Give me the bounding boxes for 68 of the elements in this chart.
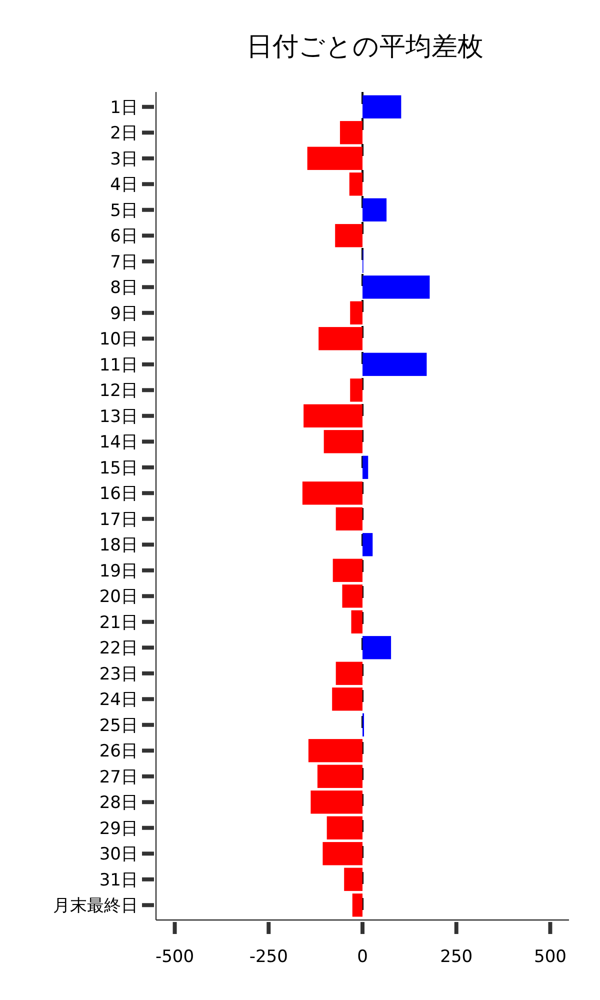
bar bbox=[362, 636, 392, 660]
y-tick-label: 22日 bbox=[99, 638, 138, 659]
x-tick-label: 500 bbox=[534, 947, 566, 967]
y-tick-label: 5日 bbox=[110, 200, 138, 221]
y-tick-label: 25日 bbox=[99, 716, 138, 736]
bar bbox=[322, 842, 362, 866]
bar bbox=[324, 430, 362, 454]
y-tick-label: 19日 bbox=[99, 561, 138, 582]
y-tick-label: 28日 bbox=[99, 793, 138, 814]
bar bbox=[332, 558, 362, 582]
bar bbox=[340, 121, 362, 144]
x-tick-label: 250 bbox=[440, 947, 473, 967]
y-tick-label: 30日 bbox=[99, 844, 138, 865]
bar bbox=[332, 688, 362, 711]
bar bbox=[302, 482, 362, 505]
y-tick-label: 27日 bbox=[99, 767, 138, 788]
bar bbox=[304, 404, 362, 428]
y-tick-label: 26日 bbox=[99, 742, 138, 762]
bar bbox=[317, 764, 362, 788]
y-tick-label: 6日 bbox=[110, 226, 138, 247]
y-tick-label: 24日 bbox=[99, 690, 138, 710]
chart-title: 日付ごとの平均差枚 bbox=[246, 32, 484, 62]
x-tick-label: -500 bbox=[155, 947, 194, 967]
bar bbox=[362, 198, 387, 222]
y-tick-label: 2日 bbox=[110, 124, 138, 144]
y-tick-label: 10日 bbox=[99, 330, 138, 350]
bar bbox=[307, 146, 362, 170]
y-tick-label: 9日 bbox=[110, 304, 138, 324]
y-tick-label: 4日 bbox=[110, 175, 138, 196]
y-tick-label: 7日 bbox=[110, 252, 138, 272]
bar bbox=[350, 378, 362, 402]
bar bbox=[362, 276, 430, 299]
bar bbox=[326, 816, 362, 840]
bar bbox=[336, 662, 362, 685]
bar bbox=[344, 868, 362, 891]
y-tick-label: 1日 bbox=[110, 98, 138, 118]
bar bbox=[336, 507, 362, 530]
y-tick-label: 16日 bbox=[99, 484, 138, 504]
y-tick-label: 12日 bbox=[99, 381, 138, 402]
bar bbox=[342, 584, 362, 608]
y-tick-label: 21日 bbox=[99, 612, 138, 633]
bar bbox=[352, 894, 362, 917]
bar bbox=[362, 456, 368, 479]
bar bbox=[349, 172, 362, 196]
y-tick-label: 月末最終日 bbox=[53, 896, 138, 916]
bar bbox=[362, 352, 427, 376]
y-tick-label: 29日 bbox=[99, 818, 138, 839]
y-tick-label: 8日 bbox=[110, 278, 138, 298]
bar bbox=[362, 533, 373, 556]
bar bbox=[318, 327, 362, 350]
y-tick-label: 23日 bbox=[99, 664, 138, 684]
y-tick-label: 11日 bbox=[99, 355, 138, 376]
bar bbox=[351, 610, 362, 634]
y-tick-label: 18日 bbox=[99, 536, 138, 556]
bar bbox=[350, 301, 362, 324]
x-tick-label: -250 bbox=[249, 947, 288, 967]
y-tick-label: 17日 bbox=[99, 510, 138, 530]
y-tick-label: 20日 bbox=[99, 587, 138, 608]
bar bbox=[335, 224, 362, 248]
y-tick-label: 31日 bbox=[99, 870, 138, 890]
y-tick-label: 3日 bbox=[110, 149, 138, 170]
y-tick-label: 15日 bbox=[99, 458, 138, 478]
bar bbox=[310, 790, 362, 814]
y-tick-label: 14日 bbox=[99, 432, 138, 453]
bar bbox=[362, 95, 402, 118]
x-tick-label: 0 bbox=[357, 947, 368, 967]
bar bbox=[308, 739, 362, 762]
y-tick-label: 13日 bbox=[99, 406, 138, 427]
